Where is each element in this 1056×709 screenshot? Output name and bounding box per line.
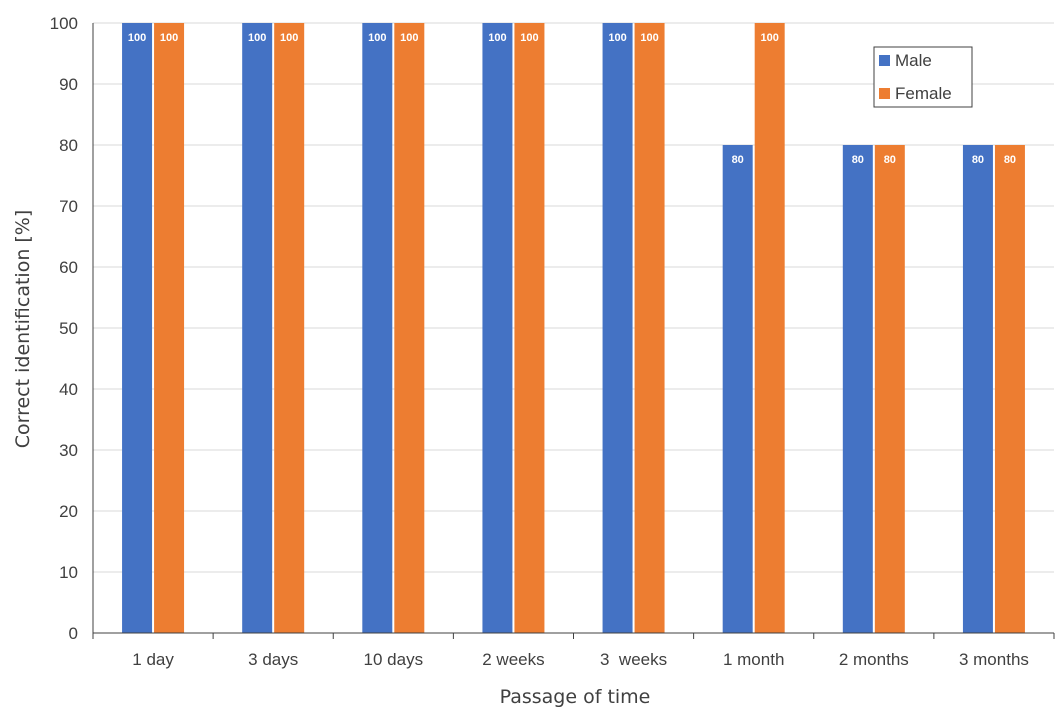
bars bbox=[122, 23, 1025, 633]
legend-label-male: Male bbox=[895, 51, 932, 70]
bar-male bbox=[482, 23, 513, 633]
x-tick-label: 3 days bbox=[248, 650, 298, 669]
bar-data-label: 100 bbox=[488, 32, 506, 44]
bar-data-label: 100 bbox=[640, 32, 658, 44]
x-tick-label: 3 months bbox=[959, 650, 1029, 669]
bar-data-label: 80 bbox=[732, 154, 744, 166]
bar-female bbox=[994, 145, 1025, 633]
bar-data-label: 100 bbox=[160, 32, 178, 44]
y-tick-label: 80 bbox=[59, 136, 78, 155]
bar-female bbox=[754, 23, 785, 633]
y-tick-label: 30 bbox=[59, 441, 78, 460]
y-tick-label: 20 bbox=[59, 502, 78, 521]
bar-data-label: 100 bbox=[368, 32, 386, 44]
y-tick-label: 70 bbox=[59, 197, 78, 216]
bar-data-label: 80 bbox=[852, 154, 864, 166]
y-tick-labels: 0 10 20 30 40 50 60 70 80 90 100 bbox=[50, 14, 78, 643]
bar-female bbox=[274, 23, 305, 633]
bar-data-label: 100 bbox=[608, 32, 626, 44]
bar-male bbox=[242, 23, 273, 633]
y-tick-label: 60 bbox=[59, 258, 78, 277]
bar-female bbox=[634, 23, 665, 633]
bar-male bbox=[122, 23, 153, 633]
y-tick-label: 40 bbox=[59, 380, 78, 399]
bar-data-label: 80 bbox=[884, 154, 896, 166]
bar-data-label: 100 bbox=[248, 32, 266, 44]
bar-data-label: 100 bbox=[400, 32, 418, 44]
bar-data-label: 80 bbox=[1004, 154, 1016, 166]
axes bbox=[92, 23, 1055, 639]
legend-swatch-female bbox=[879, 88, 890, 99]
x-tick-label: 3 weeks bbox=[600, 650, 667, 669]
bar-male bbox=[962, 145, 993, 633]
bar-data-label: 100 bbox=[280, 32, 298, 44]
bar-male bbox=[362, 23, 393, 633]
x-tick-label: 1 day bbox=[132, 650, 174, 669]
x-tick-label: 1 month bbox=[723, 650, 784, 669]
bar-male bbox=[722, 145, 753, 633]
bar-female bbox=[874, 145, 905, 633]
bar-male bbox=[602, 23, 633, 633]
x-tick-label: 2 months bbox=[839, 650, 909, 669]
y-tick-label: 10 bbox=[59, 563, 78, 582]
legend: Male Female bbox=[873, 46, 973, 108]
x-tick-label: 2 weeks bbox=[482, 650, 544, 669]
bar-female bbox=[394, 23, 425, 633]
y-tick-label: 0 bbox=[69, 624, 78, 643]
y-tick-label: 90 bbox=[59, 75, 78, 94]
bar-data-label: 100 bbox=[761, 32, 779, 44]
bar-data-label: 100 bbox=[128, 32, 146, 44]
x-axis-title: Passage of time bbox=[500, 686, 651, 708]
legend-label-female: Female bbox=[895, 84, 952, 103]
bar-male bbox=[842, 145, 873, 633]
y-axis-title: Correct identification [%] bbox=[12, 210, 34, 449]
bar-female bbox=[514, 23, 545, 633]
y-tick-label: 100 bbox=[50, 14, 78, 33]
bar-data-label: 80 bbox=[972, 154, 984, 166]
y-tick-label: 50 bbox=[59, 319, 78, 338]
bar-data-label: 100 bbox=[520, 32, 538, 44]
legend-box bbox=[873, 46, 973, 108]
bar-female bbox=[154, 23, 185, 633]
x-tick-label: 10 days bbox=[364, 650, 424, 669]
x-tick-labels: 1 day 3 days 10 days 2 weeks 3 weeks 1 month 2… bbox=[132, 650, 1029, 669]
legend-swatch-male bbox=[879, 55, 890, 66]
bar-data-labels: 100 100 100 100 100 100 100 100 100 100 80 100 80 80 8… bbox=[128, 32, 1016, 166]
